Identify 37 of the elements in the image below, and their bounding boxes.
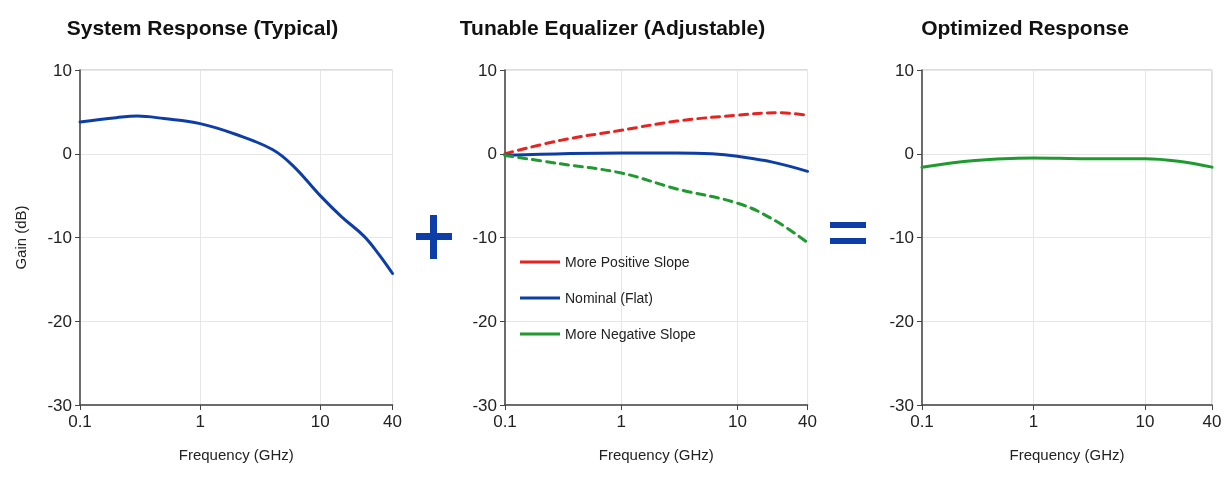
y-tick-label: 0 bbox=[487, 144, 497, 164]
y-tick-label: 10 bbox=[895, 60, 914, 80]
x-axis-title: Frequency (GHz) bbox=[598, 446, 714, 463]
chart-title: System Response (Typical) bbox=[66, 16, 339, 39]
y-tick-label: 0 bbox=[904, 144, 914, 164]
x-tick-label: 1 bbox=[195, 412, 205, 431]
y-tick-label: -20 bbox=[47, 311, 72, 331]
x-tick-label: 0.1 bbox=[910, 412, 934, 431]
legend-label: More Negative Slope bbox=[565, 326, 696, 342]
y-tick-label: -10 bbox=[889, 228, 914, 247]
x-axis-title: Frequency (GHz) bbox=[178, 446, 294, 463]
x-tick-label: 40 bbox=[383, 412, 403, 431]
x-tick-label: 10 bbox=[728, 412, 747, 431]
legend-label: More Positive Slope bbox=[565, 254, 690, 270]
legend-label: Nominal (Flat) bbox=[565, 290, 653, 306]
x-tick-label: 40 bbox=[1202, 412, 1222, 431]
y-tick-label: 0 bbox=[62, 144, 72, 164]
y-tick-label: 10 bbox=[53, 60, 72, 80]
x-tick-label: 10 bbox=[1135, 412, 1155, 431]
y-tick-label: -30 bbox=[889, 395, 914, 415]
x-tick-label: 0.1 bbox=[68, 412, 92, 431]
x-tick-label: 40 bbox=[798, 412, 818, 431]
y-tick-label: -30 bbox=[47, 395, 72, 415]
x-axis-title: Frequency (GHz) bbox=[1009, 446, 1125, 463]
x-tick-label: 10 bbox=[310, 412, 330, 431]
x-tick-label: 1 bbox=[616, 412, 627, 431]
y-tick-label: 10 bbox=[478, 60, 497, 80]
y-tick-label: -20 bbox=[472, 311, 497, 331]
y-axis-title: Gain (dB) bbox=[12, 205, 29, 270]
x-tick-label: 0.1 bbox=[493, 412, 517, 431]
y-tick-label: -10 bbox=[472, 228, 497, 247]
y-tick-label: -20 bbox=[889, 311, 914, 331]
chart-title: Optimized Response bbox=[921, 16, 1129, 39]
chart-title: Tunable Equalizer (Adjustable) bbox=[459, 16, 766, 39]
x-tick-label: 1 bbox=[1028, 412, 1039, 431]
y-tick-label: -30 bbox=[472, 395, 497, 415]
y-tick-label: -10 bbox=[47, 228, 72, 247]
